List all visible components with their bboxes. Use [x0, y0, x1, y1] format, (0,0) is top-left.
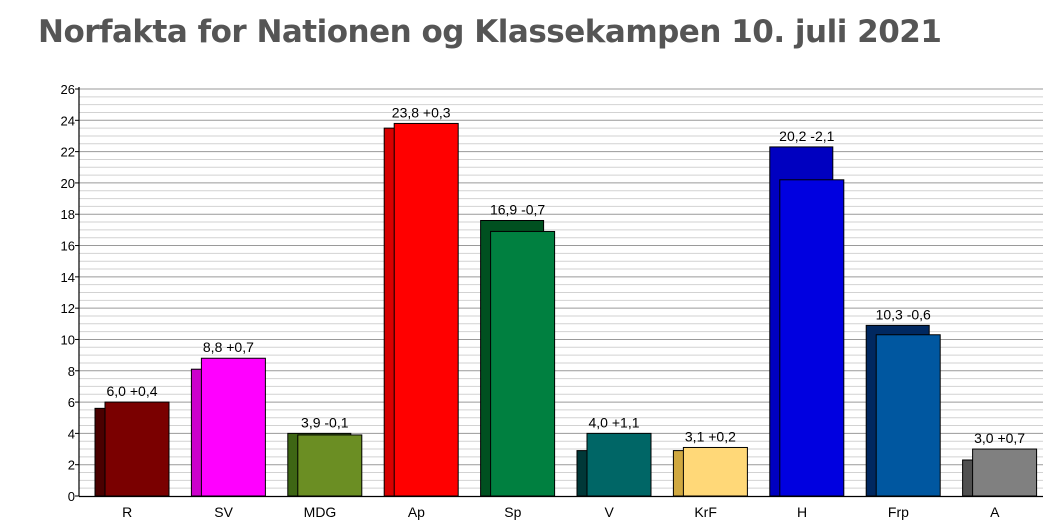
y-tick-label: 14 — [61, 270, 75, 285]
bar-current-h — [779, 179, 845, 497]
x-tick-label: Sp — [504, 504, 521, 520]
x-tick-label: A — [990, 504, 1000, 520]
data-label: 3,1 +0,2 — [685, 428, 736, 444]
x-tick-label: V — [605, 504, 615, 520]
data-label: 23,8 +0,3 — [392, 104, 451, 120]
x-tick-label: KrF — [694, 504, 717, 520]
y-tick-label: 0 — [68, 489, 75, 504]
y-tick-label: 20 — [61, 176, 75, 191]
y-tick-label: 4 — [68, 426, 75, 441]
x-tick-label: SV — [214, 504, 233, 520]
data-label: 16,9 -0,7 — [490, 201, 545, 217]
y-tick-label: 2 — [68, 458, 75, 473]
x-tick-label: R — [122, 504, 132, 520]
bar-current-krf — [682, 446, 748, 497]
chart-title: Norfakta for Nationen og Klassekampen 10… — [38, 14, 942, 50]
bar-current-mdg — [297, 434, 363, 497]
data-label: 6,0 +0,4 — [107, 383, 158, 399]
data-label: 10,3 -0,6 — [876, 306, 931, 322]
x-tick-label: H — [797, 504, 807, 520]
y-tick-label: 26 — [61, 82, 75, 97]
y-tick-label: 18 — [61, 207, 75, 222]
data-label: 8,8 +0,7 — [203, 339, 254, 355]
y-tick-label: 24 — [61, 113, 75, 128]
bar-current-r — [104, 401, 170, 497]
bar-current-sv — [200, 357, 266, 497]
y-tick-label: 12 — [61, 301, 75, 316]
bar-current-frp — [875, 334, 941, 497]
data-label: 20,2 -2,1 — [779, 128, 834, 144]
y-tick-label: 6 — [68, 395, 75, 410]
data-label: 3,0 +0,7 — [974, 430, 1025, 446]
bar-current-a — [972, 448, 1038, 497]
bar-current-sp — [490, 230, 556, 497]
x-tick-label: Frp — [888, 504, 909, 520]
bar-current-v — [586, 432, 652, 497]
y-tick-label: 22 — [61, 145, 75, 160]
y-tick-label: 10 — [61, 332, 75, 347]
data-label: 3,9 -0,1 — [301, 414, 349, 430]
bar-current-ap — [393, 122, 459, 497]
data-labels: 6,0 +0,4 R 8,8 +0,7 SV 3,9 -0,1 MDG 23,8 +0,3 A… — [107, 104, 1026, 520]
bars — [94, 122, 1038, 497]
x-tick-label: MDG — [304, 504, 337, 520]
y-tick-label: 16 — [61, 239, 75, 254]
x-tick-label: Ap — [408, 504, 425, 520]
y-tick-label: 8 — [68, 364, 75, 379]
data-label: 4,0 +1,1 — [589, 414, 640, 430]
